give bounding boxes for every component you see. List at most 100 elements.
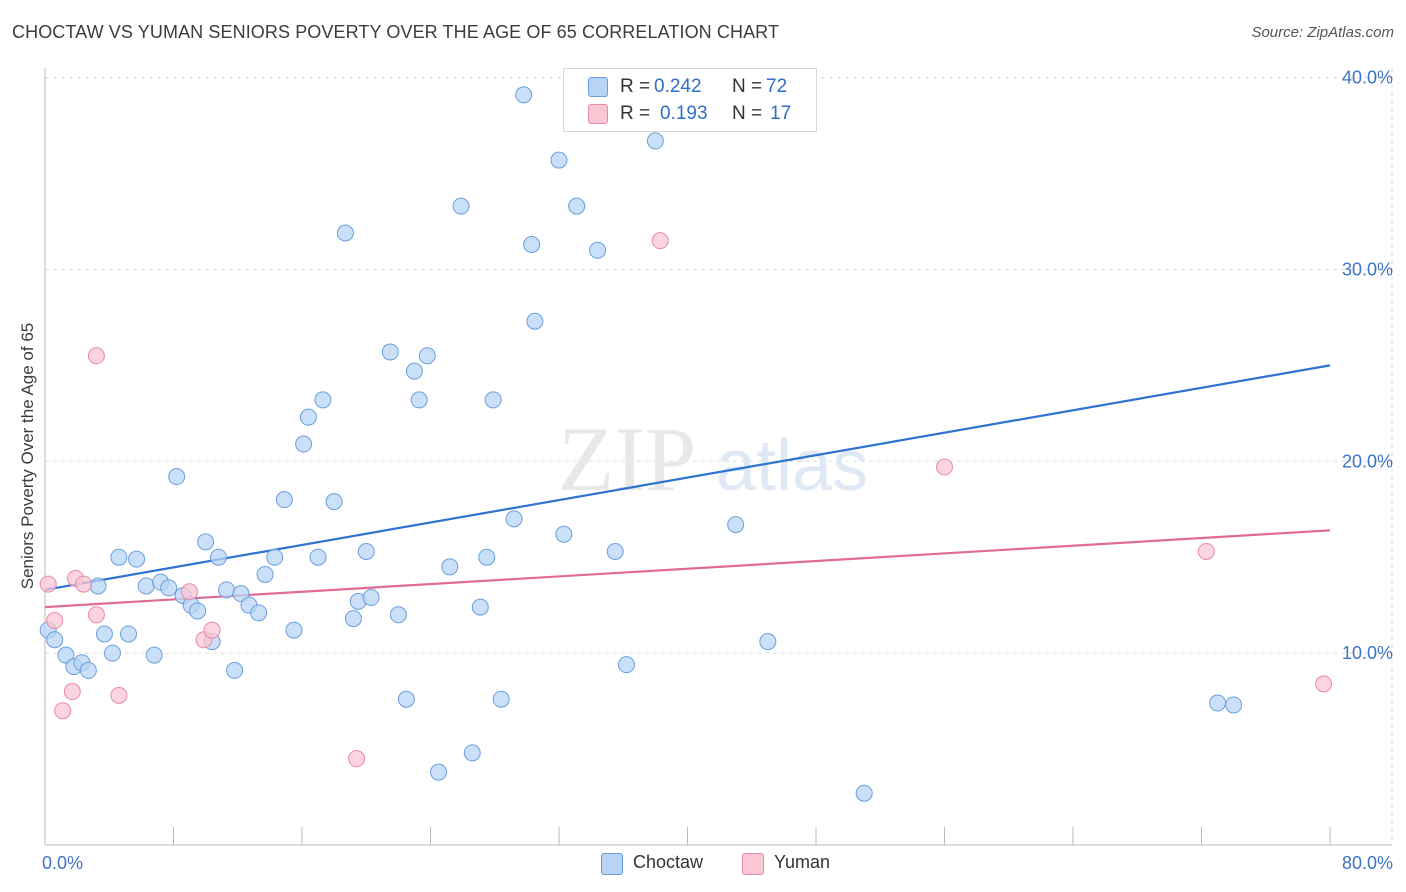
data-point-choctaw: [397, 690, 415, 708]
data-point-yuman: [181, 583, 199, 601]
data-point-choctaw: [452, 197, 470, 215]
data-point-choctaw: [589, 241, 607, 259]
data-point-choctaw: [103, 644, 121, 662]
legend-swatch-choctaw: [588, 77, 608, 97]
data-point-choctaw: [256, 565, 274, 583]
data-point-choctaw: [295, 435, 313, 453]
data-point-yuman: [54, 702, 72, 720]
series-swatch-choctaw: [601, 853, 623, 875]
legend-r-label: R =: [620, 76, 651, 97]
data-point-choctaw: [471, 598, 489, 616]
chart-title: CHOCTAW VS YUMAN SENIORS POVERTY OVER TH…: [12, 22, 780, 42]
data-point-choctaw: [727, 516, 745, 534]
data-point-choctaw: [110, 548, 128, 566]
data-point-choctaw: [357, 542, 375, 560]
data-point-choctaw: [250, 604, 268, 622]
data-point-yuman: [63, 683, 81, 701]
legend-n-label: N =: [732, 103, 763, 124]
data-point-yuman: [87, 347, 105, 365]
data-point-choctaw: [160, 579, 178, 597]
legend-n-value: 72: [766, 76, 788, 97]
data-point-yuman: [348, 750, 366, 768]
data-point-choctaw: [381, 343, 399, 361]
data-point-choctaw: [226, 661, 244, 679]
data-point-yuman: [39, 575, 57, 593]
data-point-yuman: [75, 575, 93, 593]
data-point-choctaw: [389, 606, 407, 624]
data-point-yuman: [87, 606, 105, 624]
tick-labels: 10.0% 20.0% 30.0% 40.0% 0.0% 80.0%: [42, 68, 1393, 873]
data-point-choctaw: [855, 784, 873, 802]
data-point-choctaw: [309, 548, 327, 566]
data-point-choctaw: [189, 602, 207, 620]
data-point-choctaw: [285, 621, 303, 639]
data-point-yuman: [110, 686, 128, 704]
data-point-yuman: [203, 621, 221, 639]
data-point-choctaw: [478, 548, 496, 566]
data-point-choctaw: [266, 548, 284, 566]
data-point-choctaw: [120, 625, 138, 643]
x-tick-label: 80.0%: [1342, 853, 1393, 873]
data-point-choctaw: [128, 550, 146, 568]
data-point-choctaw: [325, 493, 343, 511]
y-tick-label: 30.0%: [1342, 259, 1393, 279]
data-point-choctaw: [168, 468, 186, 486]
source-label: Source: ZipAtlas.com: [1251, 24, 1394, 41]
data-point-choctaw: [526, 312, 544, 330]
series-label-choctaw: Choctaw: [633, 852, 704, 872]
axes: [44, 68, 1392, 846]
data-point-choctaw: [568, 197, 586, 215]
data-point-choctaw: [617, 656, 635, 674]
data-point-yuman: [651, 232, 669, 250]
data-point-choctaw: [95, 625, 113, 643]
data-point-choctaw: [550, 151, 568, 169]
series-label-yuman: Yuman: [774, 852, 831, 872]
data-point-choctaw: [89, 577, 107, 595]
series-swatch-yuman: [742, 853, 764, 875]
legend-n-label: N =: [732, 76, 763, 97]
data-point-choctaw: [137, 577, 155, 595]
legend-n-value: 17: [770, 103, 792, 124]
legend-r-label: R =: [620, 103, 651, 124]
data-point-choctaw: [606, 542, 624, 560]
data-point-choctaw: [275, 491, 293, 509]
data-point-choctaw: [1225, 696, 1243, 714]
data-point-yuman: [936, 458, 953, 476]
data-point-choctaw: [418, 347, 436, 365]
legend-swatch-yuman: [588, 104, 608, 124]
legend-r-value: 0.193: [660, 103, 708, 124]
data-point-choctaw: [57, 646, 75, 664]
data-point-choctaw: [145, 646, 163, 664]
data-point-choctaw: [232, 585, 250, 603]
data-point-choctaw: [314, 391, 332, 409]
data-point-choctaw: [362, 589, 380, 607]
data-point-choctaw: [646, 132, 664, 150]
stats-legend: R = 0.242 N = 72 R = 0.193 N = 17: [563, 68, 817, 132]
grid-lines: [45, 68, 1393, 845]
x-tick-label: 0.0%: [42, 853, 83, 873]
data-point-choctaw: [515, 86, 533, 104]
data-point-choctaw: [405, 362, 423, 380]
legend-r-value: 0.242: [654, 76, 702, 97]
data-point-choctaw: [463, 744, 481, 762]
data-point-choctaw: [46, 631, 64, 649]
watermark-atlas: atlas: [716, 426, 868, 506]
data-point-choctaw: [1209, 694, 1227, 712]
data-point-choctaw: [209, 548, 227, 566]
data-point-choctaw: [336, 224, 354, 242]
data-point-choctaw: [523, 236, 541, 254]
data-point-choctaw: [218, 581, 236, 599]
data-point-yuman: [1197, 542, 1215, 560]
trend-line-choctaw: [44, 364, 1331, 591]
data-point-choctaw: [197, 533, 215, 551]
data-point-choctaw: [430, 763, 448, 781]
data-point-choctaw: [759, 633, 777, 651]
data-point-choctaw: [344, 610, 362, 628]
trend-line-yuman: [44, 529, 1331, 609]
data-point-yuman: [1315, 675, 1333, 693]
watermark-zip: ZIP: [558, 408, 696, 510]
data-point-choctaw: [441, 558, 459, 576]
data-point-choctaw: [299, 408, 317, 426]
trend-lines: [44, 364, 1331, 609]
